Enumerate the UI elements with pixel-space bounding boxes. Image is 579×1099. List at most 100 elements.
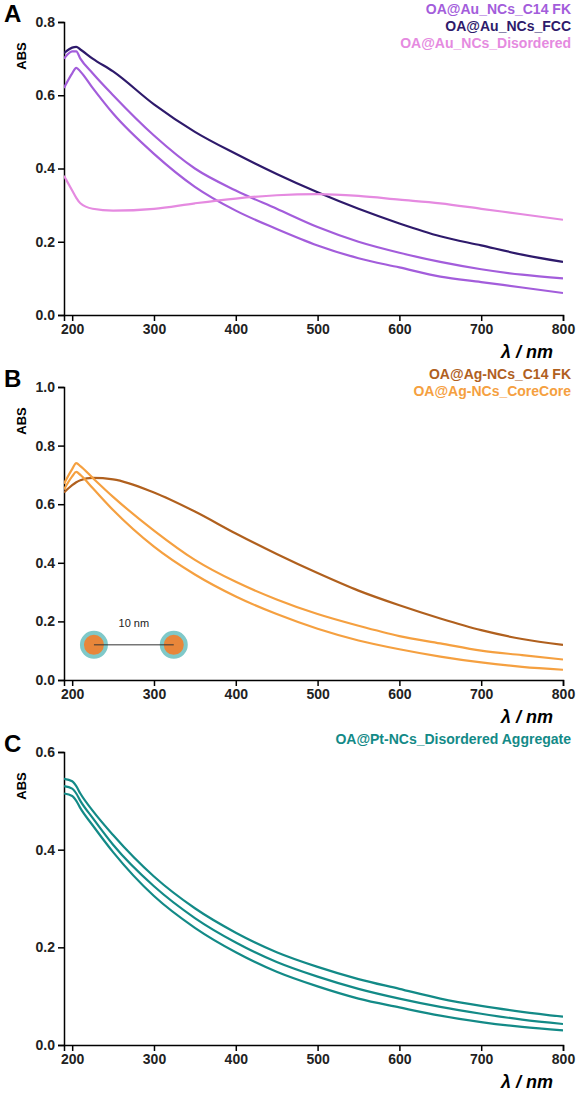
y-tick: 0.8 — [36, 438, 64, 454]
y-tick-label: 0.4 — [36, 842, 56, 858]
y-axis-title: ABS — [14, 42, 29, 70]
legend-entry: OA@Au_NCs_Disordered — [400, 35, 571, 51]
y-tick: 0.2 — [36, 939, 64, 955]
x-tick: 300 — [143, 1045, 167, 1067]
y-axis-line — [58, 753, 65, 1046]
series-line — [64, 478, 563, 645]
cartoon — [82, 633, 186, 657]
y-tick: 0.4 — [36, 555, 64, 571]
legend: OA@Au_NCs_C14 FKOA@Au_NCs_FCCOA@Au_NCs_D… — [400, 1, 571, 51]
y-tick-mark — [58, 95, 64, 97]
lines — [64, 47, 563, 293]
y-tick-label: 1.0 — [36, 379, 56, 395]
y-tick-mark — [58, 563, 64, 565]
y-tick-mark — [58, 849, 64, 851]
x-tick-label: 700 — [470, 1051, 494, 1067]
y-tick-mark — [58, 1045, 64, 1047]
legend: OA@Pt-NCs_Disordered Aggregate — [335, 731, 571, 747]
plot: 2003004005006007008000.00.20.40.60.8 — [36, 14, 576, 337]
y-axis: 0.0 0.2 0.4 0.6 — [36, 744, 65, 1053]
y-tick-label: 0.8 — [36, 14, 56, 30]
x-tick-label: 700 — [470, 321, 494, 337]
x-tick: 600 — [388, 1045, 412, 1067]
x-tick: 200 — [61, 1045, 85, 1067]
panel: 2003004005006007008000.00.20.40.60.8OA@A… — [4, 0, 575, 362]
x-tick: 400 — [225, 680, 249, 702]
y-tick: 0.6 — [36, 744, 64, 760]
x-tick: 400 — [225, 1045, 249, 1067]
x-tick-label: 600 — [388, 686, 412, 702]
y-tick-label: 0.2 — [36, 613, 56, 629]
x-tick-label: 400 — [225, 1051, 249, 1067]
x-tick: 200 — [61, 680, 85, 702]
series-line — [64, 47, 563, 262]
series-line — [64, 786, 563, 1024]
y-tick: 0.0 — [36, 672, 64, 688]
x-tick: 700 — [470, 1045, 494, 1067]
x-tick-label: 600 — [388, 1051, 412, 1067]
series-line — [64, 176, 563, 220]
x-tick-label: 500 — [306, 686, 330, 702]
x-axis-title: λ / nm — [500, 1072, 553, 1092]
x-tick: 700 — [470, 680, 494, 702]
series-line — [64, 779, 563, 1017]
lines — [64, 463, 563, 670]
x-tick: 700 — [470, 315, 494, 337]
x-axis: 200 300 400 500 600 700 800 — [61, 1045, 575, 1067]
x-tick-label: 300 — [143, 1051, 167, 1067]
y-axis-title: ABS — [14, 407, 29, 435]
y-tick: 0.2 — [36, 234, 64, 250]
y-axis: 0.0 0.2 0.4 0.6 0.8 1.0 — [36, 379, 65, 688]
x-tick-label: 800 — [552, 686, 576, 702]
x-tick: 800 — [552, 680, 576, 702]
legend: OA@Ag-NCs_C14 FKOA@Ag-NCs_CoreCore — [413, 366, 571, 399]
y-tick: 0.4 — [36, 842, 64, 858]
y-tick-label: 0.4 — [36, 160, 56, 176]
y-axis-line — [58, 388, 65, 681]
x-tick-label: 800 — [552, 321, 576, 337]
y-tick-mark — [58, 242, 64, 244]
x-tick-label: 800 — [552, 1051, 576, 1067]
x-tick-label: 300 — [143, 321, 167, 337]
x-tick-label: 200 — [61, 321, 85, 337]
y-tick-label: 0.0 — [36, 672, 56, 688]
annotation: 10 nm — [119, 617, 150, 629]
y-tick: 0.6 — [36, 496, 64, 512]
y-tick-label: 0.6 — [36, 744, 56, 760]
y-tick-label: 0.2 — [36, 234, 56, 250]
y-tick-mark — [58, 504, 64, 506]
lines — [64, 779, 563, 1030]
x-tick-label: 200 — [61, 1051, 85, 1067]
y-tick-label: 0.8 — [36, 438, 56, 454]
x-tick: 600 — [388, 680, 412, 702]
x-tick-label: 400 — [225, 321, 249, 337]
x-axis-title: λ / nm — [500, 707, 553, 727]
x-tick-label: 500 — [306, 1051, 330, 1067]
series-line — [64, 472, 563, 670]
x-tick: 800 — [552, 315, 576, 337]
y-tick-mark — [58, 445, 64, 447]
legend-entry: OA@Au_NCs_C14 FK — [426, 1, 571, 17]
y-tick-mark — [58, 22, 64, 24]
y-tick: 0.8 — [36, 14, 64, 30]
y-axis: 0.00.20.40.60.8 — [36, 14, 65, 323]
legend-entry: OA@Pt-NCs_Disordered Aggregate — [335, 731, 571, 747]
x-tick-label: 500 — [306, 321, 330, 337]
y-axis-line — [58, 23, 65, 316]
series-line — [64, 463, 563, 659]
x-tick-label: 400 — [225, 686, 249, 702]
y-tick: 0.0 — [36, 1037, 64, 1053]
panel-label: B — [4, 365, 21, 392]
y-tick-mark — [58, 621, 64, 623]
series-line — [64, 68, 563, 293]
y-tick-mark — [58, 680, 64, 682]
x-axis-title: λ / nm — [500, 342, 553, 362]
x-tick-label: 600 — [388, 321, 412, 337]
x-tick: 400 — [225, 315, 249, 337]
y-tick: 0.4 — [36, 160, 64, 176]
x-tick: 800 — [552, 1045, 576, 1067]
x-tick: 500 — [306, 1045, 330, 1067]
y-tick-mark — [58, 168, 64, 170]
y-tick-label: 0.6 — [36, 87, 56, 103]
panel-label: C — [4, 730, 21, 757]
